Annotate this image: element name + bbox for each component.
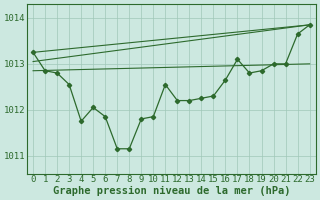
X-axis label: Graphe pression niveau de la mer (hPa): Graphe pression niveau de la mer (hPa) — [52, 186, 290, 196]
